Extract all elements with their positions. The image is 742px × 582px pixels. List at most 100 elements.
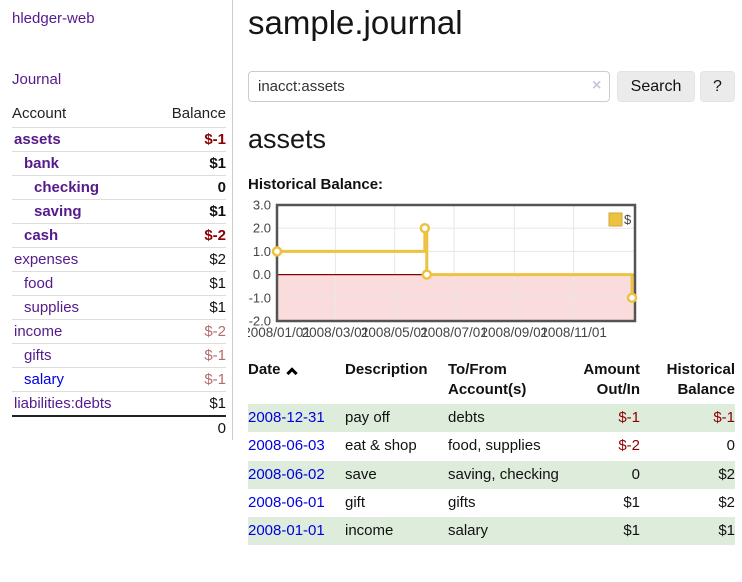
account-link-liabilities-debts[interactable]: liabilities:debts <box>14 395 112 412</box>
transaction-row: 2008-06-01 gift gifts $1 $2 <box>248 489 735 517</box>
sidebar: hledger-web Journal Account Balance asse… <box>0 0 233 440</box>
account-link-income[interactable]: income <box>14 323 63 340</box>
svg-text:-2.0: -2.0 <box>249 314 271 329</box>
account-balance: $2 <box>209 251 226 268</box>
transaction-row: 2008-06-03 eat & shop food, supplies $-2 0 <box>248 432 735 460</box>
search-input[interactable] <box>248 71 610 102</box>
balance-column-header-register: Historical Balance <box>666 361 735 398</box>
transaction-row: 2008-06-02 save saving, checking 0 $2 <box>248 460 735 489</box>
svg-text:2008/09/01: 2008/09/01 <box>481 325 549 340</box>
accounts-total-row: 0 <box>12 415 226 440</box>
svg-text:-1.0: -1.0 <box>249 290 271 305</box>
accounts-table-header: Account Balance <box>12 102 226 128</box>
date-column-header[interactable]: Date <box>248 358 345 404</box>
transaction-balance: $-1 <box>713 409 735 426</box>
account-row: salary $-1 <box>12 367 226 392</box>
transaction-amount: $1 <box>623 493 640 511</box>
svg-text:$: $ <box>624 212 632 227</box>
transaction-description: save <box>345 465 377 483</box>
transaction-description: eat & shop <box>345 437 417 455</box>
account-balance: $1 <box>209 275 226 292</box>
transaction-date-link[interactable]: 2008-06-03 <box>248 437 325 455</box>
account-balance: $1 <box>209 299 226 316</box>
transaction-date-link[interactable]: 2008-12-31 <box>248 409 325 426</box>
account-row: food $1 <box>12 271 226 296</box>
page-title: sample.journal <box>248 4 463 41</box>
account-link-supplies[interactable]: supplies <box>24 299 80 316</box>
help-button[interactable]: ? <box>700 71 735 102</box>
account-heading: assets <box>248 124 327 154</box>
transaction-date-link[interactable]: 2008-06-02 <box>248 465 325 483</box>
transaction-accounts: salary <box>448 522 489 539</box>
transaction-accounts: gifts <box>448 493 476 511</box>
account-link-food[interactable]: food <box>24 275 54 292</box>
account-link-expenses[interactable]: expenses <box>14 251 79 268</box>
account-link-cash[interactable]: cash <box>24 227 59 244</box>
account-balance: $-2 <box>204 323 226 340</box>
account-link-saving[interactable]: saving <box>34 203 82 220</box>
app-title-link[interactable]: hledger-web <box>12 10 95 27</box>
svg-text:1.0: 1.0 <box>253 244 271 259</box>
transaction-amount: $1 <box>623 522 640 539</box>
account-balance: $1 <box>209 155 226 172</box>
description-column-header: Description <box>345 361 428 378</box>
account-row: checking 0 <box>12 175 226 200</box>
transaction-date-link[interactable]: 2008-01-01 <box>248 522 325 539</box>
transaction-balance: 0 <box>726 437 735 455</box>
account-balance: $-2 <box>204 227 226 244</box>
transaction-description: pay off <box>345 409 390 426</box>
balance-column-header: Balance <box>171 105 226 122</box>
transaction-amount: 0 <box>631 465 640 483</box>
account-balance: $1 <box>209 395 226 412</box>
historical-balance-chart: $3.0 2.0 1.0 0.0 -1.0 -2.0 2008/01/01 2008/03/0… <box>243 198 742 345</box>
svg-text:2008/07/01: 2008/07/01 <box>420 325 488 340</box>
svg-text:2008/03/01: 2008/03/01 <box>302 325 370 340</box>
account-row: gifts $-1 <box>12 343 226 368</box>
transaction-accounts: debts <box>448 409 485 426</box>
clear-search-icon[interactable]: × <box>592 77 602 94</box>
account-link-checking[interactable]: checking <box>34 179 100 196</box>
historical-balance-label: Historical Balance: <box>248 176 384 193</box>
account-link-gifts[interactable]: gifts <box>24 347 52 364</box>
transaction-balance: $2 <box>718 493 735 511</box>
transaction-balance: $2 <box>718 465 735 483</box>
account-link-salary[interactable]: salary <box>24 371 65 388</box>
transaction-description: gift <box>345 493 366 511</box>
accounts-table-body: assets $-1 bank $1 checking 0 saving $1 cash $-2 e… <box>12 127 226 440</box>
transaction-amount: $-2 <box>618 437 640 455</box>
account-row: assets $-1 <box>12 127 226 152</box>
account-balance: $-1 <box>204 347 226 364</box>
account-row: cash $-2 <box>12 223 226 248</box>
svg-text:2.0: 2.0 <box>253 221 271 236</box>
account-row: income $-2 <box>12 319 226 344</box>
sidebar-item-journal[interactable]: Journal <box>12 71 62 88</box>
account-balance: $-1 <box>204 371 226 388</box>
account-row: bank $1 <box>12 151 226 176</box>
chart-canvas: $3.0 2.0 1.0 0.0 -1.0 -2.02008/01/012008/03/0… <box>243 198 638 340</box>
register-header-row: Date Description To/From Account(s) Amou… <box>248 358 735 404</box>
account-link-bank[interactable]: bank <box>24 155 60 172</box>
accounts-column-header: To/From Account(s) <box>448 361 527 398</box>
account-balance: $-1 <box>204 131 226 148</box>
account-balance: $1 <box>209 203 226 220</box>
transaction-description: income <box>345 522 394 539</box>
transaction-accounts: saving, checking <box>448 465 559 483</box>
accounts-total-value: 0 <box>162 415 226 440</box>
transaction-row: 2008-01-01 income salary $1 $1 <box>248 517 735 546</box>
transaction-row: 2008-12-31 pay off debts $-1 $-1 <box>248 404 735 433</box>
svg-text:0.0: 0.0 <box>253 267 271 282</box>
svg-text:3.0: 3.0 <box>253 198 271 213</box>
account-column-header: Account <box>12 105 67 122</box>
svg-text:2008/01/01: 2008/01/01 <box>248 325 311 340</box>
svg-text:2008/11/01: 2008/11/01 <box>540 325 607 340</box>
search-button[interactable]: Search <box>617 71 695 102</box>
register-table-body: 2008-12-31 pay off debts $-1 $-1 2008-06-03 ea… <box>248 404 735 546</box>
accounts-table: Account Balance assets $-1 bank $1 checking 0… <box>12 102 226 440</box>
register-table: Date Description To/From Account(s) Amou… <box>248 358 735 546</box>
amount-column-header: Amount Out/In <box>583 361 640 398</box>
account-link-assets[interactable]: assets <box>14 131 61 148</box>
transaction-date-link[interactable]: 2008-06-01 <box>248 493 325 511</box>
account-row: supplies $1 <box>12 295 226 320</box>
transaction-accounts: food, supplies <box>448 437 541 455</box>
svg-text:2008/05/01: 2008/05/01 <box>361 325 429 340</box>
